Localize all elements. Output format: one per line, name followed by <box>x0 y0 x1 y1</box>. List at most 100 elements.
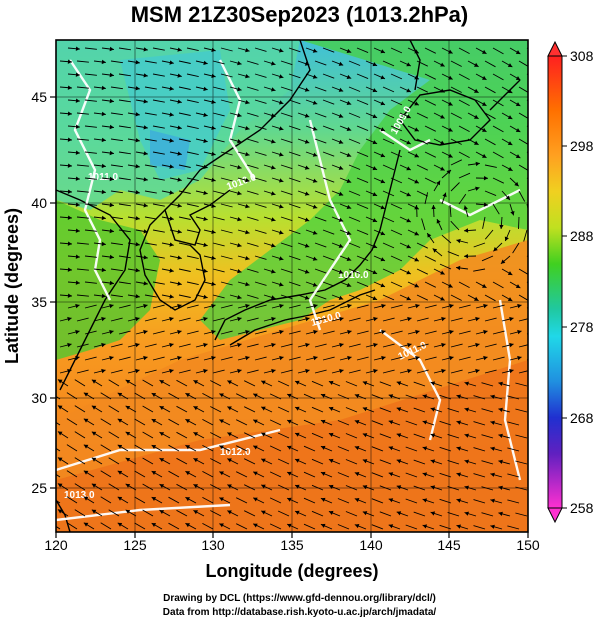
streamline-arrowhead <box>380 127 385 132</box>
streamline-segment <box>473 242 486 248</box>
streamline-arrowhead <box>448 127 453 132</box>
streamline-arrowhead <box>75 72 80 77</box>
streamline-segment <box>314 86 327 92</box>
streamline-segment <box>458 125 470 132</box>
streamline-segment <box>236 419 248 426</box>
streamline-arrowhead <box>305 368 310 374</box>
streamline-segment <box>416 138 428 145</box>
streamline-arrowhead <box>135 268 140 273</box>
streamline-arrowhead <box>464 228 469 233</box>
streamline-segment <box>108 483 120 491</box>
x-tick-label: 145 <box>437 537 461 553</box>
streamline-segment <box>76 138 89 141</box>
streamline-segment <box>371 394 384 400</box>
streamline-segment <box>212 369 225 374</box>
y-tick-label: 40 <box>31 195 47 211</box>
streamline-arrowhead <box>287 445 292 450</box>
streamline-segment <box>220 151 233 156</box>
streamline-segment <box>484 164 497 168</box>
streamline-arrowhead <box>508 166 513 171</box>
streamline-segment <box>144 242 157 246</box>
streamline-segment <box>280 60 293 66</box>
streamline-arrowhead <box>312 126 318 131</box>
streamline-segment <box>458 73 470 80</box>
streamline-arrowhead <box>406 114 411 119</box>
x-tick-label: 120 <box>44 537 68 553</box>
streamline-arrowhead <box>483 303 488 309</box>
streamline-segment <box>246 216 259 221</box>
streamline-segment <box>447 511 460 517</box>
streamline-segment <box>84 151 97 154</box>
colorbar-tick-label: 278 <box>570 319 594 335</box>
streamline-arrowhead <box>271 342 276 348</box>
streamline-arrowhead <box>101 316 106 322</box>
streamline-arrowhead <box>498 381 503 386</box>
streamline-segment <box>144 317 157 322</box>
streamline-arrowhead <box>498 433 503 438</box>
streamline-arrowhead <box>91 405 97 410</box>
streamline-segment <box>178 190 191 194</box>
streamline-segment <box>74 379 86 387</box>
isobar-contours <box>56 59 522 522</box>
streamline-arrowhead <box>135 60 140 65</box>
streamline-arrowhead <box>338 165 344 170</box>
streamline-segment <box>345 511 358 517</box>
contour-label: 1011.0 <box>88 172 118 183</box>
streamline-segment <box>76 242 89 245</box>
streamline-segment <box>473 525 486 530</box>
streamline-arrowhead <box>448 101 453 106</box>
streamline-arrowhead <box>407 316 412 322</box>
streamline-arrowhead <box>440 88 445 93</box>
streamline-segment <box>246 60 259 65</box>
streamline-segment <box>288 304 301 309</box>
streamline-arrowhead <box>211 151 216 156</box>
streamline-segment <box>515 382 528 387</box>
streamline-segment <box>236 445 248 452</box>
streamline-arrowhead <box>75 303 80 309</box>
streamline-segment <box>458 47 470 54</box>
streamline-arrowhead <box>169 190 174 195</box>
streamline-segment <box>186 229 199 234</box>
streamline-arrowhead <box>312 178 318 183</box>
streamline-arrowhead <box>312 48 318 53</box>
streamline-arrowhead <box>109 46 114 52</box>
streamline-segment <box>390 203 403 210</box>
streamline-arrowhead <box>271 269 276 274</box>
streamline-segment <box>134 470 146 478</box>
streamline-segment <box>390 356 403 361</box>
streamline-arrowhead <box>67 316 72 322</box>
streamline-segment <box>66 392 78 400</box>
streamline-segment <box>288 330 301 335</box>
streamline-arrowhead <box>185 523 190 528</box>
streamline-arrowhead <box>237 191 242 196</box>
streamline-arrowhead <box>441 316 446 322</box>
streamline-arrowhead <box>279 100 284 105</box>
streamline-segment <box>186 99 199 104</box>
streamline-segment <box>254 281 267 286</box>
streamline-segment <box>277 510 290 517</box>
streamline-arrowhead <box>414 101 419 106</box>
streamline-segment <box>178 164 191 168</box>
streamline-arrowhead <box>237 61 242 66</box>
streamline-segment <box>481 434 494 439</box>
streamline-segment <box>118 330 131 335</box>
streamline-segment <box>152 73 165 77</box>
streamline-arrowhead <box>456 498 461 503</box>
streamline-arrowhead <box>483 355 488 361</box>
streamline-arrowhead <box>271 316 276 322</box>
streamline-segment <box>178 86 191 90</box>
streamline-segment <box>382 86 395 93</box>
streamline-segment <box>134 392 146 400</box>
streamline-segment <box>186 177 199 182</box>
streamline-segment <box>100 392 112 400</box>
streamline-arrowhead <box>474 88 479 93</box>
streamline-segment <box>441 234 452 244</box>
streamline-arrowhead <box>396 381 402 386</box>
streamline-segment <box>74 483 86 491</box>
streamline-segment <box>518 318 528 322</box>
streamline-segment <box>311 406 324 413</box>
streamline-segment <box>356 304 369 309</box>
streamline-segment <box>390 281 403 288</box>
streamline-arrowhead <box>483 329 488 335</box>
streamline-arrowhead <box>483 202 488 207</box>
